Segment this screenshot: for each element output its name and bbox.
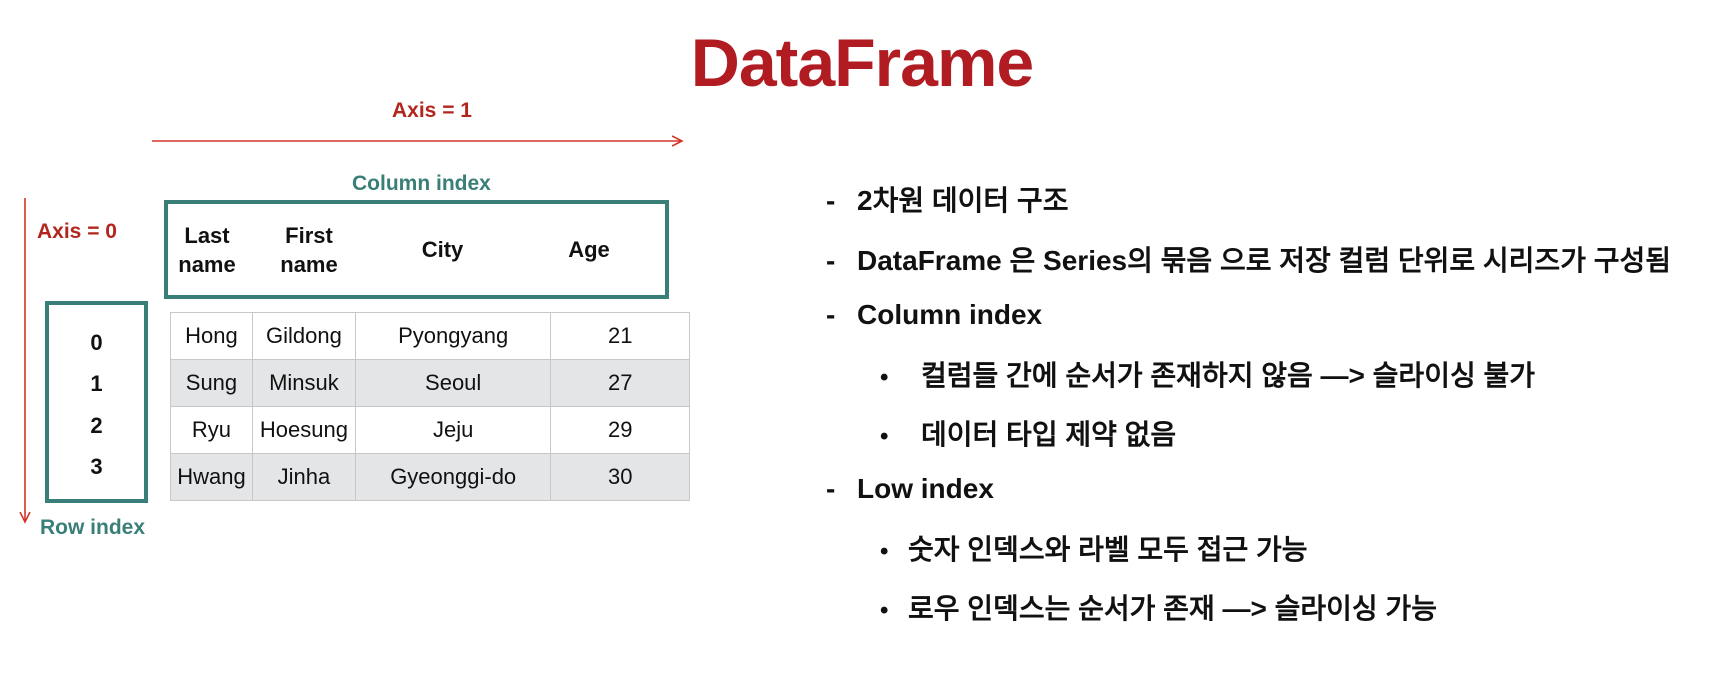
table-row: Hong Gildong Pyongyang 21 — [170, 312, 690, 360]
bullet-dot-icon: • — [880, 538, 889, 565]
row-index-label: Row index — [40, 516, 146, 539]
axis0-label: Axis = 0 — [37, 220, 117, 243]
table-cell: 21 — [550, 312, 690, 360]
bullet-item: - Column index — [826, 299, 1042, 331]
dash-icon: - — [826, 299, 836, 330]
dash-icon: - — [826, 473, 836, 504]
axis1-label: Axis = 1 — [392, 99, 472, 122]
bullet-text: Low index — [857, 473, 994, 504]
bullet-text: 데이터 타입 제약 없음 — [921, 419, 1177, 450]
bullet-item: • 데이터 타입 제약 없음 — [880, 413, 1176, 453]
bullet-item: • 숫자 인덱스와 라벨 모두 접근 가능 — [880, 528, 1308, 568]
bullet-text: Column index — [857, 299, 1043, 330]
table-cell: Gildong — [251, 312, 356, 360]
row-index: 2 — [90, 412, 103, 438]
table-cell: 30 — [550, 453, 690, 501]
bullet-item: • 컬럼들 간에 순서가 존재하지 않음 —> 슬라이싱 불가 — [880, 354, 1535, 394]
column-index-box: Last name First name City Age — [164, 200, 669, 299]
column-header: City — [421, 237, 464, 262]
bullet-text: 로우 인덱스는 순서가 존재 —> 슬라이싱 가능 — [908, 593, 1437, 624]
bullet-text: 숫자 인덱스와 라벨 모두 접근 가능 — [908, 534, 1308, 565]
table-cell: 27 — [550, 359, 690, 407]
data-table: Hong Gildong Pyongyang 21 Sung Minsuk Se… — [170, 312, 690, 501]
table-cell: Hoesung — [251, 406, 356, 454]
bullet-text: 2차원 데이터 구조 — [857, 185, 1069, 216]
table-row: Hwang Jinha Gyeonggi-do 30 — [170, 453, 690, 501]
table-cell: Seoul — [354, 359, 552, 407]
column-header: Last name — [178, 222, 236, 277]
bullet-item: -2차원 데이터 구조 — [826, 179, 1068, 219]
bullet-item: • 로우 인덱스는 순서가 존재 —> 슬라이싱 가능 — [880, 587, 1437, 627]
dash-icon: - — [826, 245, 836, 276]
row-index-box: 0 1 2 3 — [45, 301, 148, 503]
table-cell: Pyongyang — [354, 312, 552, 360]
table-cell: Jeju — [354, 406, 552, 454]
table-row: Ryu Hoesung Jeju 29 — [170, 406, 690, 454]
column-index-label: Column index — [352, 172, 491, 195]
row-index: 0 — [90, 330, 103, 356]
table-row: Sung Minsuk Seoul 27 — [170, 359, 690, 407]
page-title: DataFrame — [690, 25, 1035, 101]
column-header: First name — [280, 222, 338, 277]
table-cell: Jinha — [251, 453, 356, 501]
bullet-text: DataFrame 은 Series의 묶음 으로 저장 컬럼 단위로 시리즈가… — [857, 245, 1672, 276]
bullet-text: 컬럼들 간에 순서가 존재하지 않음 —> 슬라이싱 불가 — [921, 360, 1536, 391]
bullet-dot-icon: • — [880, 423, 889, 450]
bullet-item: - Low index — [826, 473, 994, 505]
table-cell: Hwang — [170, 453, 253, 501]
dash-icon: - — [826, 185, 836, 216]
table-cell: Sung — [170, 359, 253, 407]
row-index: 3 — [90, 453, 103, 479]
table-cell: 29 — [550, 406, 690, 454]
table-cell: Gyeonggi-do — [354, 453, 552, 501]
row-index: 1 — [90, 371, 103, 397]
table-cell: Ryu — [170, 406, 253, 454]
table-cell: Hong — [170, 312, 253, 360]
bullet-dot-icon: • — [880, 597, 889, 624]
bullet-dot-icon: • — [880, 364, 889, 391]
table-cell: Minsuk — [251, 359, 356, 407]
column-header: Age — [568, 237, 610, 262]
bullet-item: - DataFrame 은 Series의 묶음 으로 저장 컬럼 단위로 시리즈… — [826, 239, 1671, 279]
